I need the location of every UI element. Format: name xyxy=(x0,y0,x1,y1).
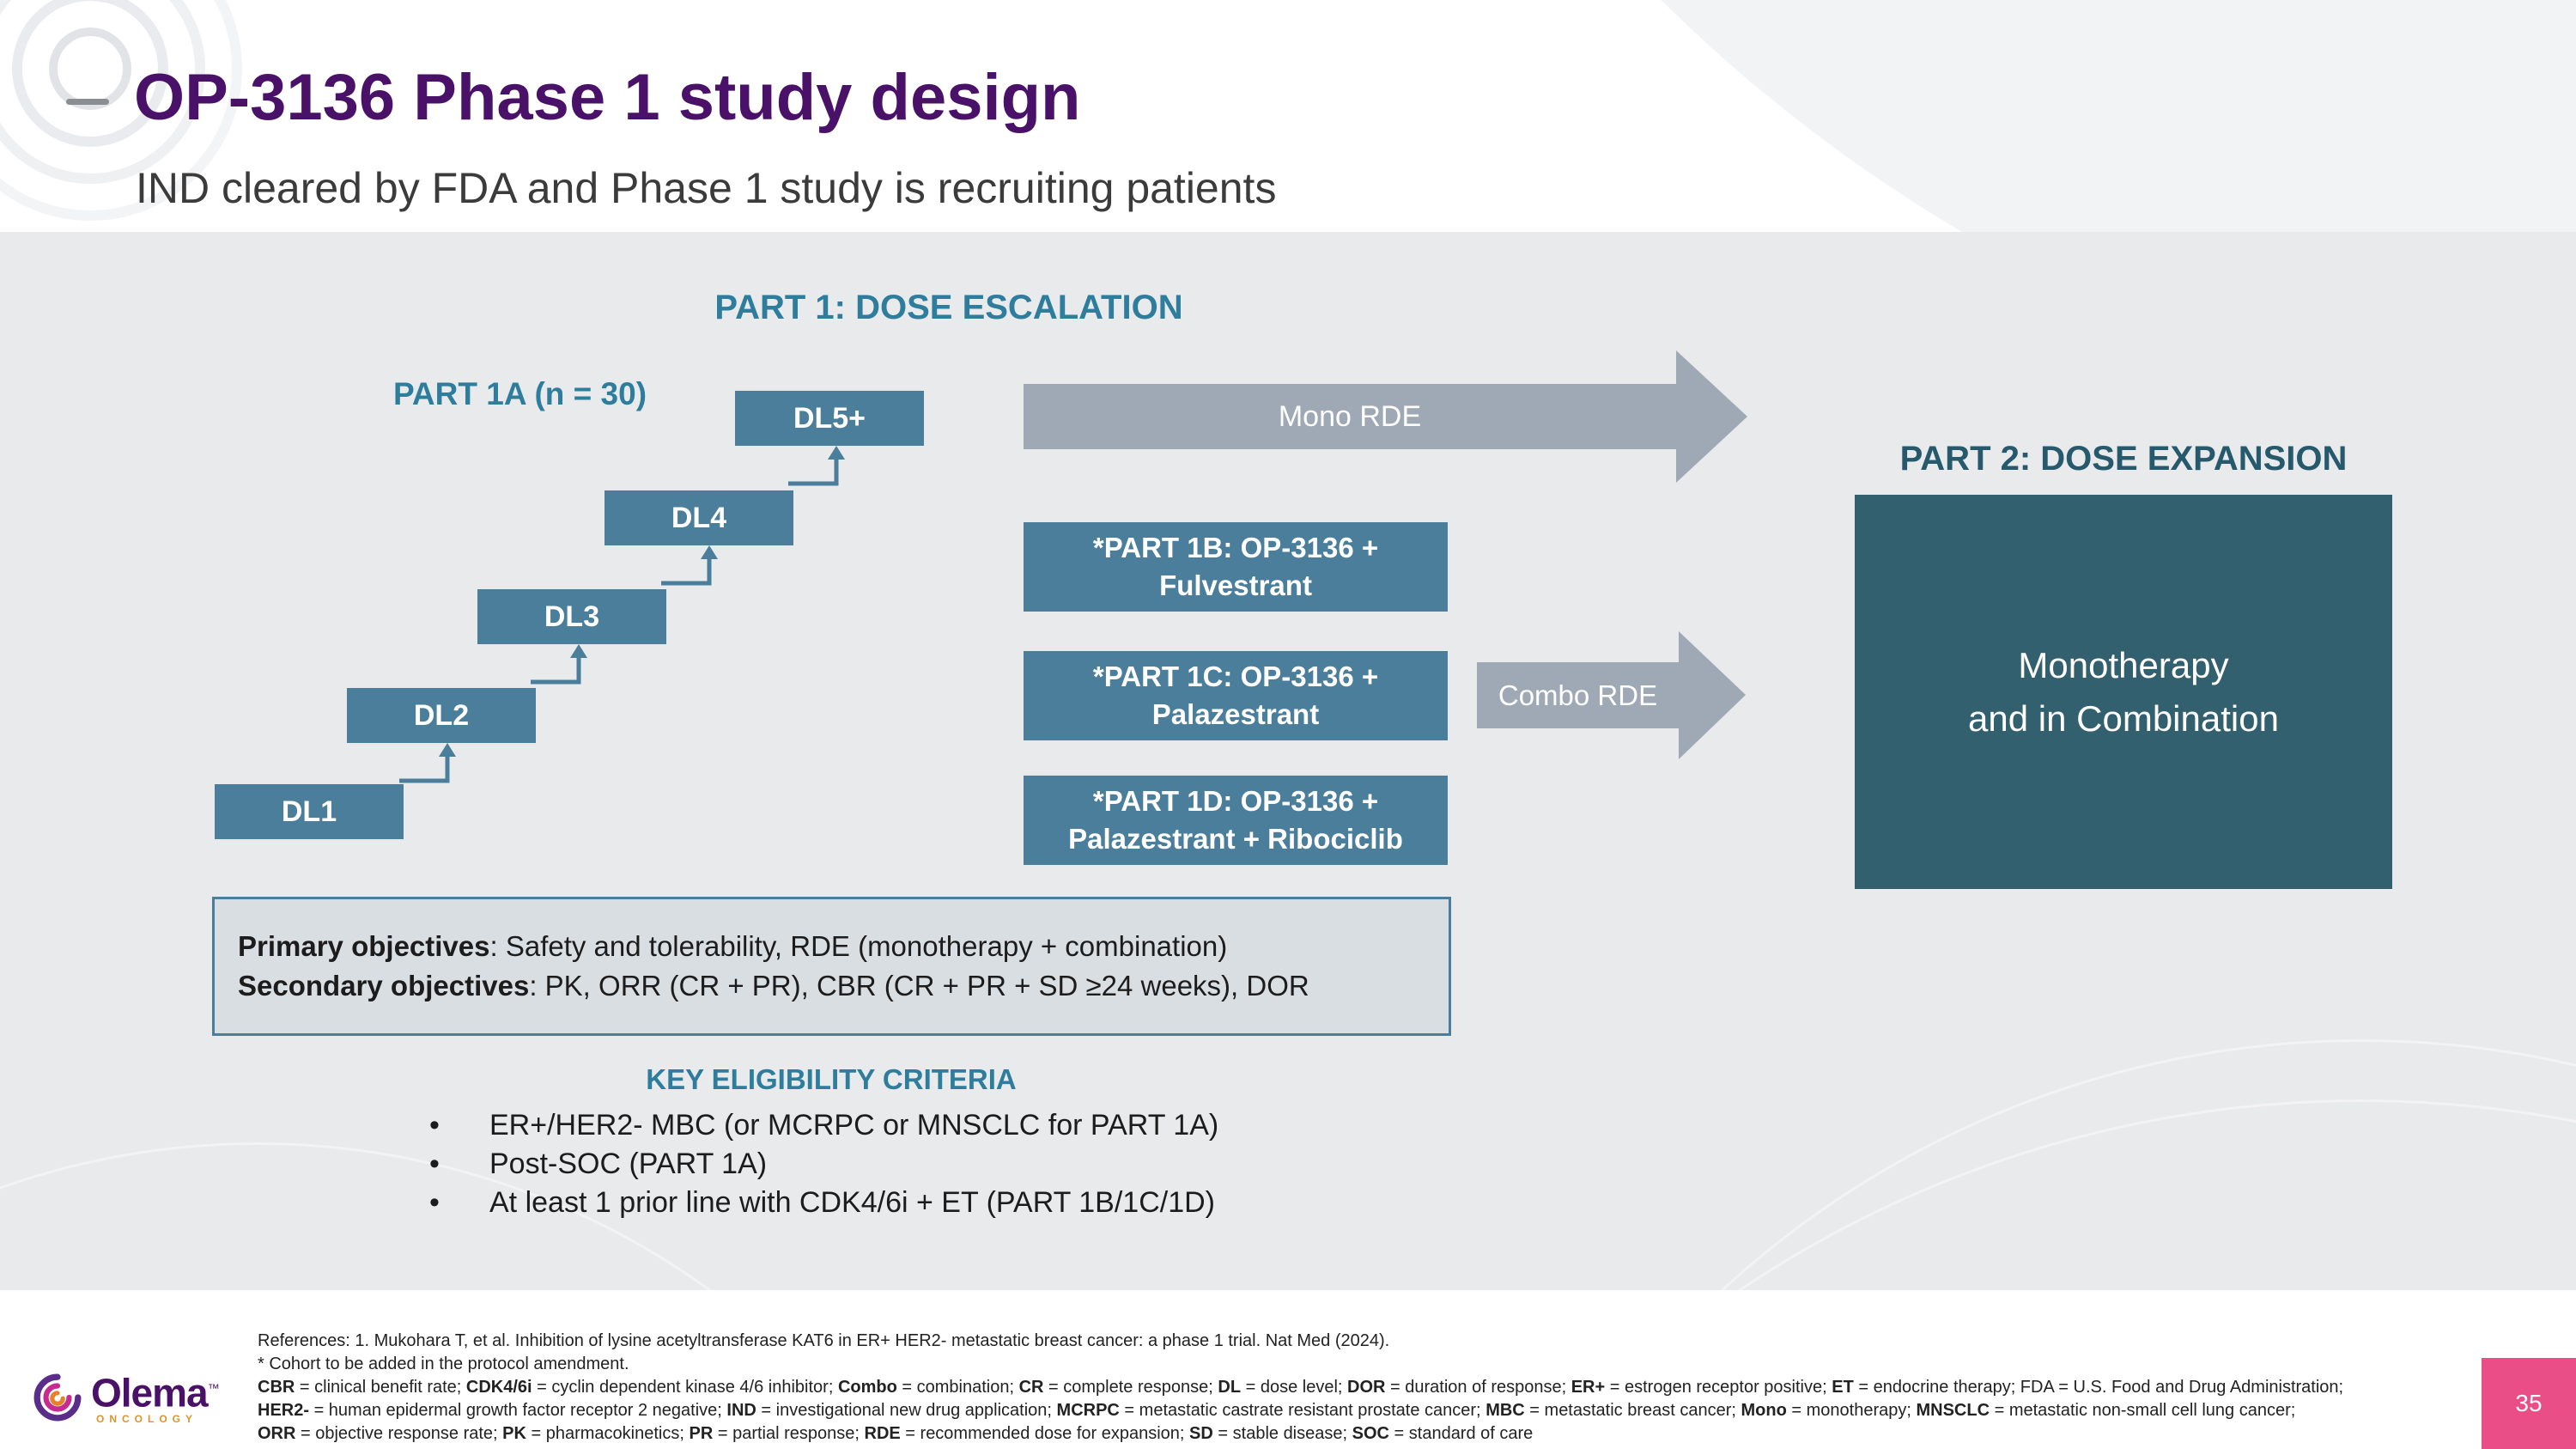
part1c-line1: *PART 1C: OP-3136 + xyxy=(1092,661,1379,692)
eligibility-heading: KEY ELIGIBILITY CRITERIA xyxy=(646,1063,1017,1095)
olema-logo-text: Olema™ ONCOLOGY xyxy=(91,1369,220,1426)
part2-expansion-box: Monotherapy and in Combination xyxy=(1855,495,2392,889)
combo-rde-label: Combo RDE xyxy=(1498,679,1658,711)
eligibility-item: At least 1 prior line with CDK4/6i + ET … xyxy=(429,1184,1374,1222)
combo-rde-arrow: Combo RDE xyxy=(1477,630,1747,761)
cohort-note-line: * Cohort to be added in the protocol ame… xyxy=(258,1355,629,1373)
part1b-line1: *PART 1B: OP-3136 + xyxy=(1092,532,1379,563)
slide-footer: References: 1. Mukohara T, et al. Inhibi… xyxy=(0,1290,2576,1449)
olema-name: Olema xyxy=(91,1370,209,1416)
part1b-line2: Fulvestrant xyxy=(1159,569,1312,601)
step-arrow-icon xyxy=(531,644,587,685)
footnotes: References: 1. Mukohara T, et al. Inhibi… xyxy=(258,1330,2379,1446)
eligibility-list: ER+/HER2- MBC (or MCRPC or MNSCLC for PA… xyxy=(429,1106,1374,1222)
secondary-objectives-line: Secondary objectives: PK, ORR (CR + PR),… xyxy=(238,966,1428,1006)
part1c-box: *PART 1C: OP-3136 + Palazestrant xyxy=(1024,651,1448,740)
decorative-arc xyxy=(1245,1099,2576,1290)
page-title: OP-3136 Phase 1 study design xyxy=(134,61,1081,134)
dose-level-box-dl2: DL2 xyxy=(347,688,536,743)
part1c-line2: Palazestrant xyxy=(1151,698,1320,730)
primary-objectives-line: Primary objectives: Safety and tolerabil… xyxy=(238,927,1428,966)
step-arrow-icon xyxy=(661,545,718,586)
dose-level-box-dl4: DL4 xyxy=(605,490,793,545)
secondary-objectives-label: Secondary objectives xyxy=(238,970,530,1002)
primary-objectives-text: : Safety and tolerability, RDE (monother… xyxy=(489,930,1228,962)
decorative-arc xyxy=(1202,0,2576,232)
secondary-objectives-text: : PK, ORR (CR + PR), CBR (CR + PR + SD ≥… xyxy=(529,970,1309,1002)
part1d-box: *PART 1D: OP-3136 + Palazestrant + Riboc… xyxy=(1024,776,1448,865)
part1a-cohort-label: PART 1A (n = 30) xyxy=(393,376,647,411)
dose-level-box-dl1: DL1 xyxy=(215,784,404,839)
olema-oncology-label: ONCOLOGY xyxy=(96,1413,198,1426)
step-arrow-icon xyxy=(788,446,845,486)
mono-rde-arrow: Mono RDE xyxy=(1024,349,1749,484)
references-line: References: 1. Mukohara T, et al. Inhibi… xyxy=(258,1331,1390,1350)
dose-level-box-dl5: DL5+ xyxy=(735,391,924,446)
slide-header: OP-3136 Phase 1 study design IND cleared… xyxy=(0,0,2576,232)
abbreviations-line: ORR = objective response rate; PK = phar… xyxy=(258,1424,1534,1443)
dose-level-box-dl3: DL3 xyxy=(477,589,666,644)
step-arrow-icon xyxy=(399,743,456,783)
olema-wordmark: Olema™ xyxy=(91,1369,220,1412)
trademark-mark: ™ xyxy=(207,1381,220,1395)
part2-heading: PART 2: DOSE EXPANSION xyxy=(1899,440,2348,478)
decorative-ring-icon xyxy=(49,27,131,110)
page-number-badge: 35 xyxy=(2482,1358,2576,1449)
part1b-box: *PART 1B: OP-3136 + Fulvestrant xyxy=(1024,522,1448,612)
olema-logo: Olema™ ONCOLOGY xyxy=(33,1369,220,1426)
objectives-box: Primary objectives: Safety and tolerabil… xyxy=(212,897,1451,1036)
part1-heading: PART 1: DOSE ESCALATION xyxy=(714,289,1183,326)
title-dash xyxy=(66,99,109,105)
eligibility-item: ER+/HER2- MBC (or MCRPC or MNSCLC for PA… xyxy=(429,1106,1374,1145)
part1d-line2: Palazestrant + Ribociclib xyxy=(1068,823,1403,855)
eligibility-item: Post-SOC (PART 1A) xyxy=(429,1145,1374,1184)
abbreviations-line: CBR = clinical benefit rate; CDK4/6i = c… xyxy=(258,1378,2344,1397)
mono-rde-label: Mono RDE xyxy=(1278,399,1422,433)
olema-swirl-icon xyxy=(33,1373,82,1422)
page-subtitle: IND cleared by FDA and Phase 1 study is … xyxy=(136,164,1277,212)
part2-box-line2: and in Combination xyxy=(1968,697,2279,739)
abbreviations-line: HER2- = human epidermal growth factor re… xyxy=(258,1401,2296,1420)
primary-objectives-label: Primary objectives xyxy=(238,930,490,962)
part1d-line1: *PART 1D: OP-3136 + xyxy=(1092,785,1379,817)
part2-box-line1: Monotherapy xyxy=(2018,644,2229,685)
